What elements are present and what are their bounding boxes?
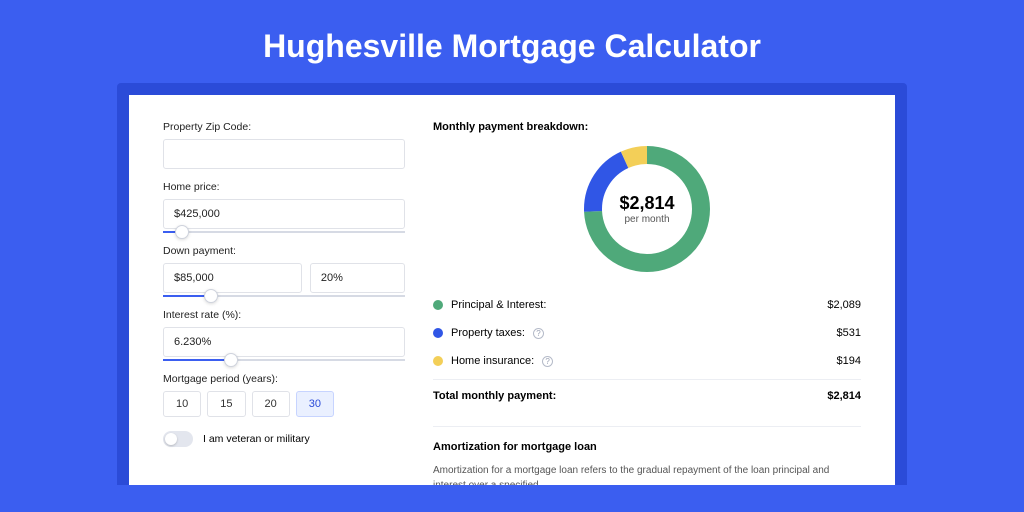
home-price-slider[interactable] (163, 231, 405, 233)
donut-center: $2,814 per month (619, 193, 674, 225)
total-label: Total monthly payment: (433, 390, 556, 402)
down-payment-slider[interactable] (163, 295, 405, 297)
legend-row: Home insurance:? $194 (433, 347, 861, 375)
veteran-row: I am veteran or military (163, 431, 405, 447)
period-btn-10[interactable]: 10 (163, 391, 201, 417)
home-price-label: Home price: (163, 181, 405, 193)
info-icon[interactable]: ? (533, 328, 544, 339)
down-payment-input[interactable] (163, 263, 302, 293)
donut-sub: per month (619, 214, 674, 225)
total-value: $2,814 (827, 390, 861, 402)
legend: Principal & Interest: $2,089 Property taxe… (433, 291, 861, 375)
interest-field: Interest rate (%): (163, 309, 405, 361)
page-title: Hughesville Mortgage Calculator (0, 0, 1024, 83)
down-payment-slider-thumb[interactable] (204, 289, 218, 303)
breakdown-column: Monthly payment breakdown: $2,814 per mo… (433, 121, 861, 485)
interest-slider-thumb[interactable] (224, 353, 238, 367)
amortization-text: Amortization for a mortgage loan refers … (433, 463, 861, 485)
home-price-slider-thumb[interactable] (175, 225, 189, 239)
total-row: Total monthly payment: $2,814 (433, 379, 861, 412)
down-payment-label: Down payment: (163, 245, 405, 257)
legend-row: Property taxes:? $531 (433, 319, 861, 347)
breakdown-heading: Monthly payment breakdown: (433, 121, 861, 133)
zip-field: Property Zip Code: (163, 121, 405, 169)
legend-label: Home insurance: (451, 355, 534, 367)
legend-label: Principal & Interest: (451, 299, 546, 311)
home-price-input[interactable] (163, 199, 405, 229)
donut-chart: $2,814 per month (583, 145, 711, 273)
amortization-block: Amortization for mortgage loan Amortizat… (433, 426, 861, 485)
veteran-label: I am veteran or military (203, 433, 310, 445)
period-field: Mortgage period (years): 1015 2030 (163, 373, 405, 417)
legend-label: Property taxes: (451, 327, 525, 339)
amortization-heading: Amortization for mortgage loan (433, 441, 861, 453)
info-icon[interactable]: ? (542, 356, 553, 367)
zip-input[interactable] (163, 139, 405, 169)
home-price-field: Home price: (163, 181, 405, 233)
period-label: Mortgage period (years): (163, 373, 405, 385)
period-btn-15[interactable]: 15 (207, 391, 245, 417)
donut-amount: $2,814 (619, 193, 674, 214)
legend-dot (433, 300, 443, 310)
calculator-card-frame: Property Zip Code: Home price: Down paym… (117, 83, 907, 485)
input-column: Property Zip Code: Home price: Down paym… (163, 121, 405, 485)
period-btn-20[interactable]: 20 (252, 391, 290, 417)
interest-slider[interactable] (163, 359, 405, 361)
legend-value: $2,089 (827, 299, 861, 311)
veteran-toggle-knob (165, 433, 177, 445)
legend-dot (433, 328, 443, 338)
period-button-group: 1015 2030 (163, 391, 405, 417)
period-btn-30[interactable]: 30 (296, 391, 334, 417)
legend-value: $194 (837, 355, 861, 367)
down-payment-pct-input[interactable] (310, 263, 405, 293)
legend-value: $531 (837, 327, 861, 339)
interest-label: Interest rate (%): (163, 309, 405, 321)
down-payment-field: Down payment: (163, 245, 405, 297)
legend-row: Principal & Interest: $2,089 (433, 291, 861, 319)
veteran-toggle[interactable] (163, 431, 193, 447)
interest-input[interactable] (163, 327, 405, 357)
donut-chart-wrap: $2,814 per month (433, 145, 861, 273)
calculator-card: Property Zip Code: Home price: Down paym… (129, 95, 895, 485)
zip-label: Property Zip Code: (163, 121, 405, 133)
legend-dot (433, 356, 443, 366)
